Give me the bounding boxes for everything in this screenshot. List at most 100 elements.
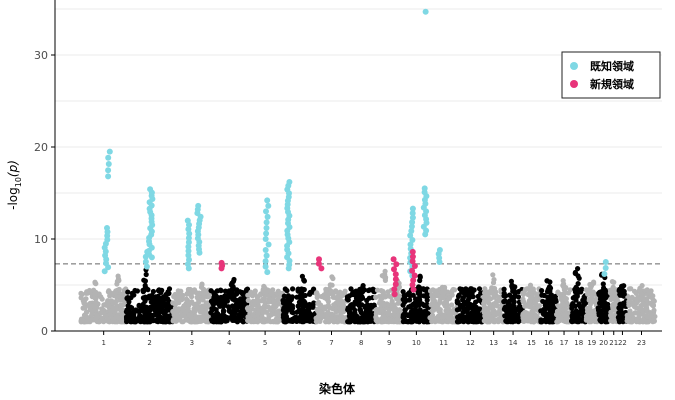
baseline-point <box>176 306 182 312</box>
baseline-point <box>202 303 208 309</box>
chromosome-label: 5 <box>263 339 267 347</box>
baseline-peak <box>228 276 237 300</box>
novel-point <box>392 276 399 283</box>
baseline-point <box>471 319 477 325</box>
baseline-point <box>605 301 611 307</box>
baseline-point <box>371 287 377 293</box>
baseline-point <box>105 298 111 304</box>
baseline-point <box>593 297 600 303</box>
baseline-point <box>365 287 372 294</box>
baseline-point <box>221 300 227 306</box>
baseline-point <box>84 314 90 321</box>
baseline-peak-point <box>575 281 581 287</box>
baseline-point <box>412 318 418 324</box>
baseline-point <box>238 309 244 315</box>
known-point <box>101 268 108 275</box>
known-point <box>409 214 416 221</box>
baseline-point <box>603 313 609 319</box>
chromosome-label: 14 <box>509 339 518 347</box>
chromosome-label: 19 <box>587 339 596 347</box>
baseline-point <box>338 308 344 314</box>
novel-point <box>315 260 322 267</box>
baseline-peak-point <box>527 290 534 296</box>
baseline-point <box>485 319 491 325</box>
baseline-point <box>406 290 412 296</box>
baseline-point <box>572 313 578 319</box>
baseline-point <box>445 315 451 321</box>
baseline-peak-point <box>441 289 447 295</box>
known-point <box>422 8 429 15</box>
baseline-point <box>596 312 602 318</box>
baseline-point <box>298 317 304 323</box>
baseline-point <box>163 319 169 325</box>
baseline-point <box>239 291 245 297</box>
baseline-point <box>275 295 281 302</box>
baseline-peak <box>415 273 423 302</box>
baseline-peak-point <box>229 290 235 296</box>
baseline-point <box>99 296 105 302</box>
baseline-peak-point <box>465 293 472 299</box>
baseline-peak-point <box>589 294 595 300</box>
baseline-point <box>650 317 657 323</box>
baseline-point <box>464 301 470 307</box>
baseline-peak <box>357 283 366 301</box>
chromosome-3-points <box>170 286 214 325</box>
baseline-point <box>339 293 345 299</box>
baseline-point <box>366 295 372 301</box>
chromosome-label: 3 <box>190 339 194 347</box>
baseline-point <box>159 307 165 313</box>
grid-lines <box>55 8 662 286</box>
baseline-point <box>485 290 491 297</box>
baseline-point <box>437 307 443 313</box>
baseline-point <box>457 302 463 309</box>
known-point <box>185 226 192 233</box>
baseline-peak <box>609 279 618 301</box>
known-point <box>105 173 112 180</box>
baseline-point <box>306 317 313 323</box>
baseline-point <box>435 314 441 320</box>
baseline-point <box>106 304 112 310</box>
baseline-point <box>456 292 462 298</box>
baseline-point <box>258 307 264 313</box>
baseline-point <box>592 317 598 323</box>
baseline-peak-point <box>588 283 595 289</box>
baseline-point <box>96 319 102 325</box>
baseline-point <box>296 307 302 313</box>
novel-point <box>392 281 399 288</box>
baseline-peak-point <box>466 287 472 294</box>
novel-point <box>390 256 397 263</box>
baseline-points <box>78 266 658 325</box>
baseline-point <box>547 319 553 325</box>
known-point <box>263 252 270 259</box>
baseline-point <box>487 302 493 308</box>
baseline-point <box>567 287 573 293</box>
baseline-point <box>94 314 100 320</box>
baseline-point <box>125 303 131 309</box>
baseline-point <box>546 305 552 311</box>
baseline-point <box>430 316 436 322</box>
known-locus <box>184 217 193 272</box>
baseline-point <box>157 314 163 320</box>
baseline-point <box>316 299 322 305</box>
baseline-point <box>273 304 279 310</box>
baseline-peak-point <box>93 281 99 287</box>
baseline-point <box>136 308 142 315</box>
baseline-peak <box>298 273 307 301</box>
baseline-point <box>417 307 423 313</box>
baseline-point <box>259 318 266 324</box>
baseline-point <box>234 290 240 297</box>
baseline-point <box>285 294 291 300</box>
baseline-point <box>615 298 621 304</box>
known-point <box>262 236 269 242</box>
baseline-point <box>511 310 517 316</box>
baseline-point <box>497 306 503 313</box>
baseline-point <box>584 313 590 319</box>
known-point <box>409 205 416 212</box>
baseline-point <box>651 307 657 313</box>
baseline-point <box>353 314 359 320</box>
baseline-point <box>322 295 328 301</box>
baseline-point <box>217 303 223 309</box>
baseline-point <box>166 286 173 292</box>
chromosome-1-points <box>78 286 129 325</box>
